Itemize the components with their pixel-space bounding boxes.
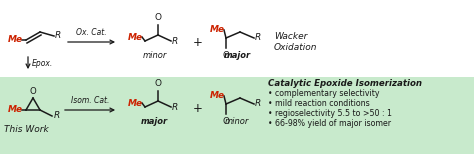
Text: O: O [155,79,162,88]
Text: • 66-98% yield of major isomer: • 66-98% yield of major isomer [268,120,391,128]
Text: Me: Me [128,99,143,107]
Text: Ox. Cat.: Ox. Cat. [76,28,107,37]
Text: O: O [222,117,229,126]
Text: +: + [193,101,203,115]
Text: R: R [255,34,261,43]
Text: O: O [29,87,36,96]
Text: Me: Me [128,32,143,41]
Text: Wacker
Oxidation: Wacker Oxidation [274,32,318,52]
Text: • regioselectivity 5.5 to >50 : 1: • regioselectivity 5.5 to >50 : 1 [268,109,392,118]
Text: major: major [141,116,168,126]
Text: • complementary selectivity: • complementary selectivity [268,89,380,99]
Text: Me: Me [210,26,225,34]
Text: minor: minor [225,116,249,126]
Text: minor: minor [142,51,167,59]
Text: Me: Me [8,105,23,115]
Text: Isom. Cat.: Isom. Cat. [71,96,109,105]
Text: R: R [55,32,61,41]
Text: major: major [223,51,251,59]
Text: Catalytic Epoxide Isomerization: Catalytic Epoxide Isomerization [268,79,422,87]
Text: Me: Me [8,36,23,45]
Bar [0,0,474,77]
Text: +: + [193,36,203,49]
Text: R: R [54,111,60,120]
Text: This Work: This Work [4,126,49,134]
Text: O: O [222,51,229,60]
Text: R: R [255,99,261,109]
Bar [0,77,474,154]
Text: • mild reaction conditions: • mild reaction conditions [268,99,370,109]
Text: O: O [155,13,162,22]
Text: Me: Me [210,91,225,101]
Text: R: R [172,103,178,111]
Text: Epox.: Epox. [32,59,53,67]
Text: R: R [172,36,178,45]
